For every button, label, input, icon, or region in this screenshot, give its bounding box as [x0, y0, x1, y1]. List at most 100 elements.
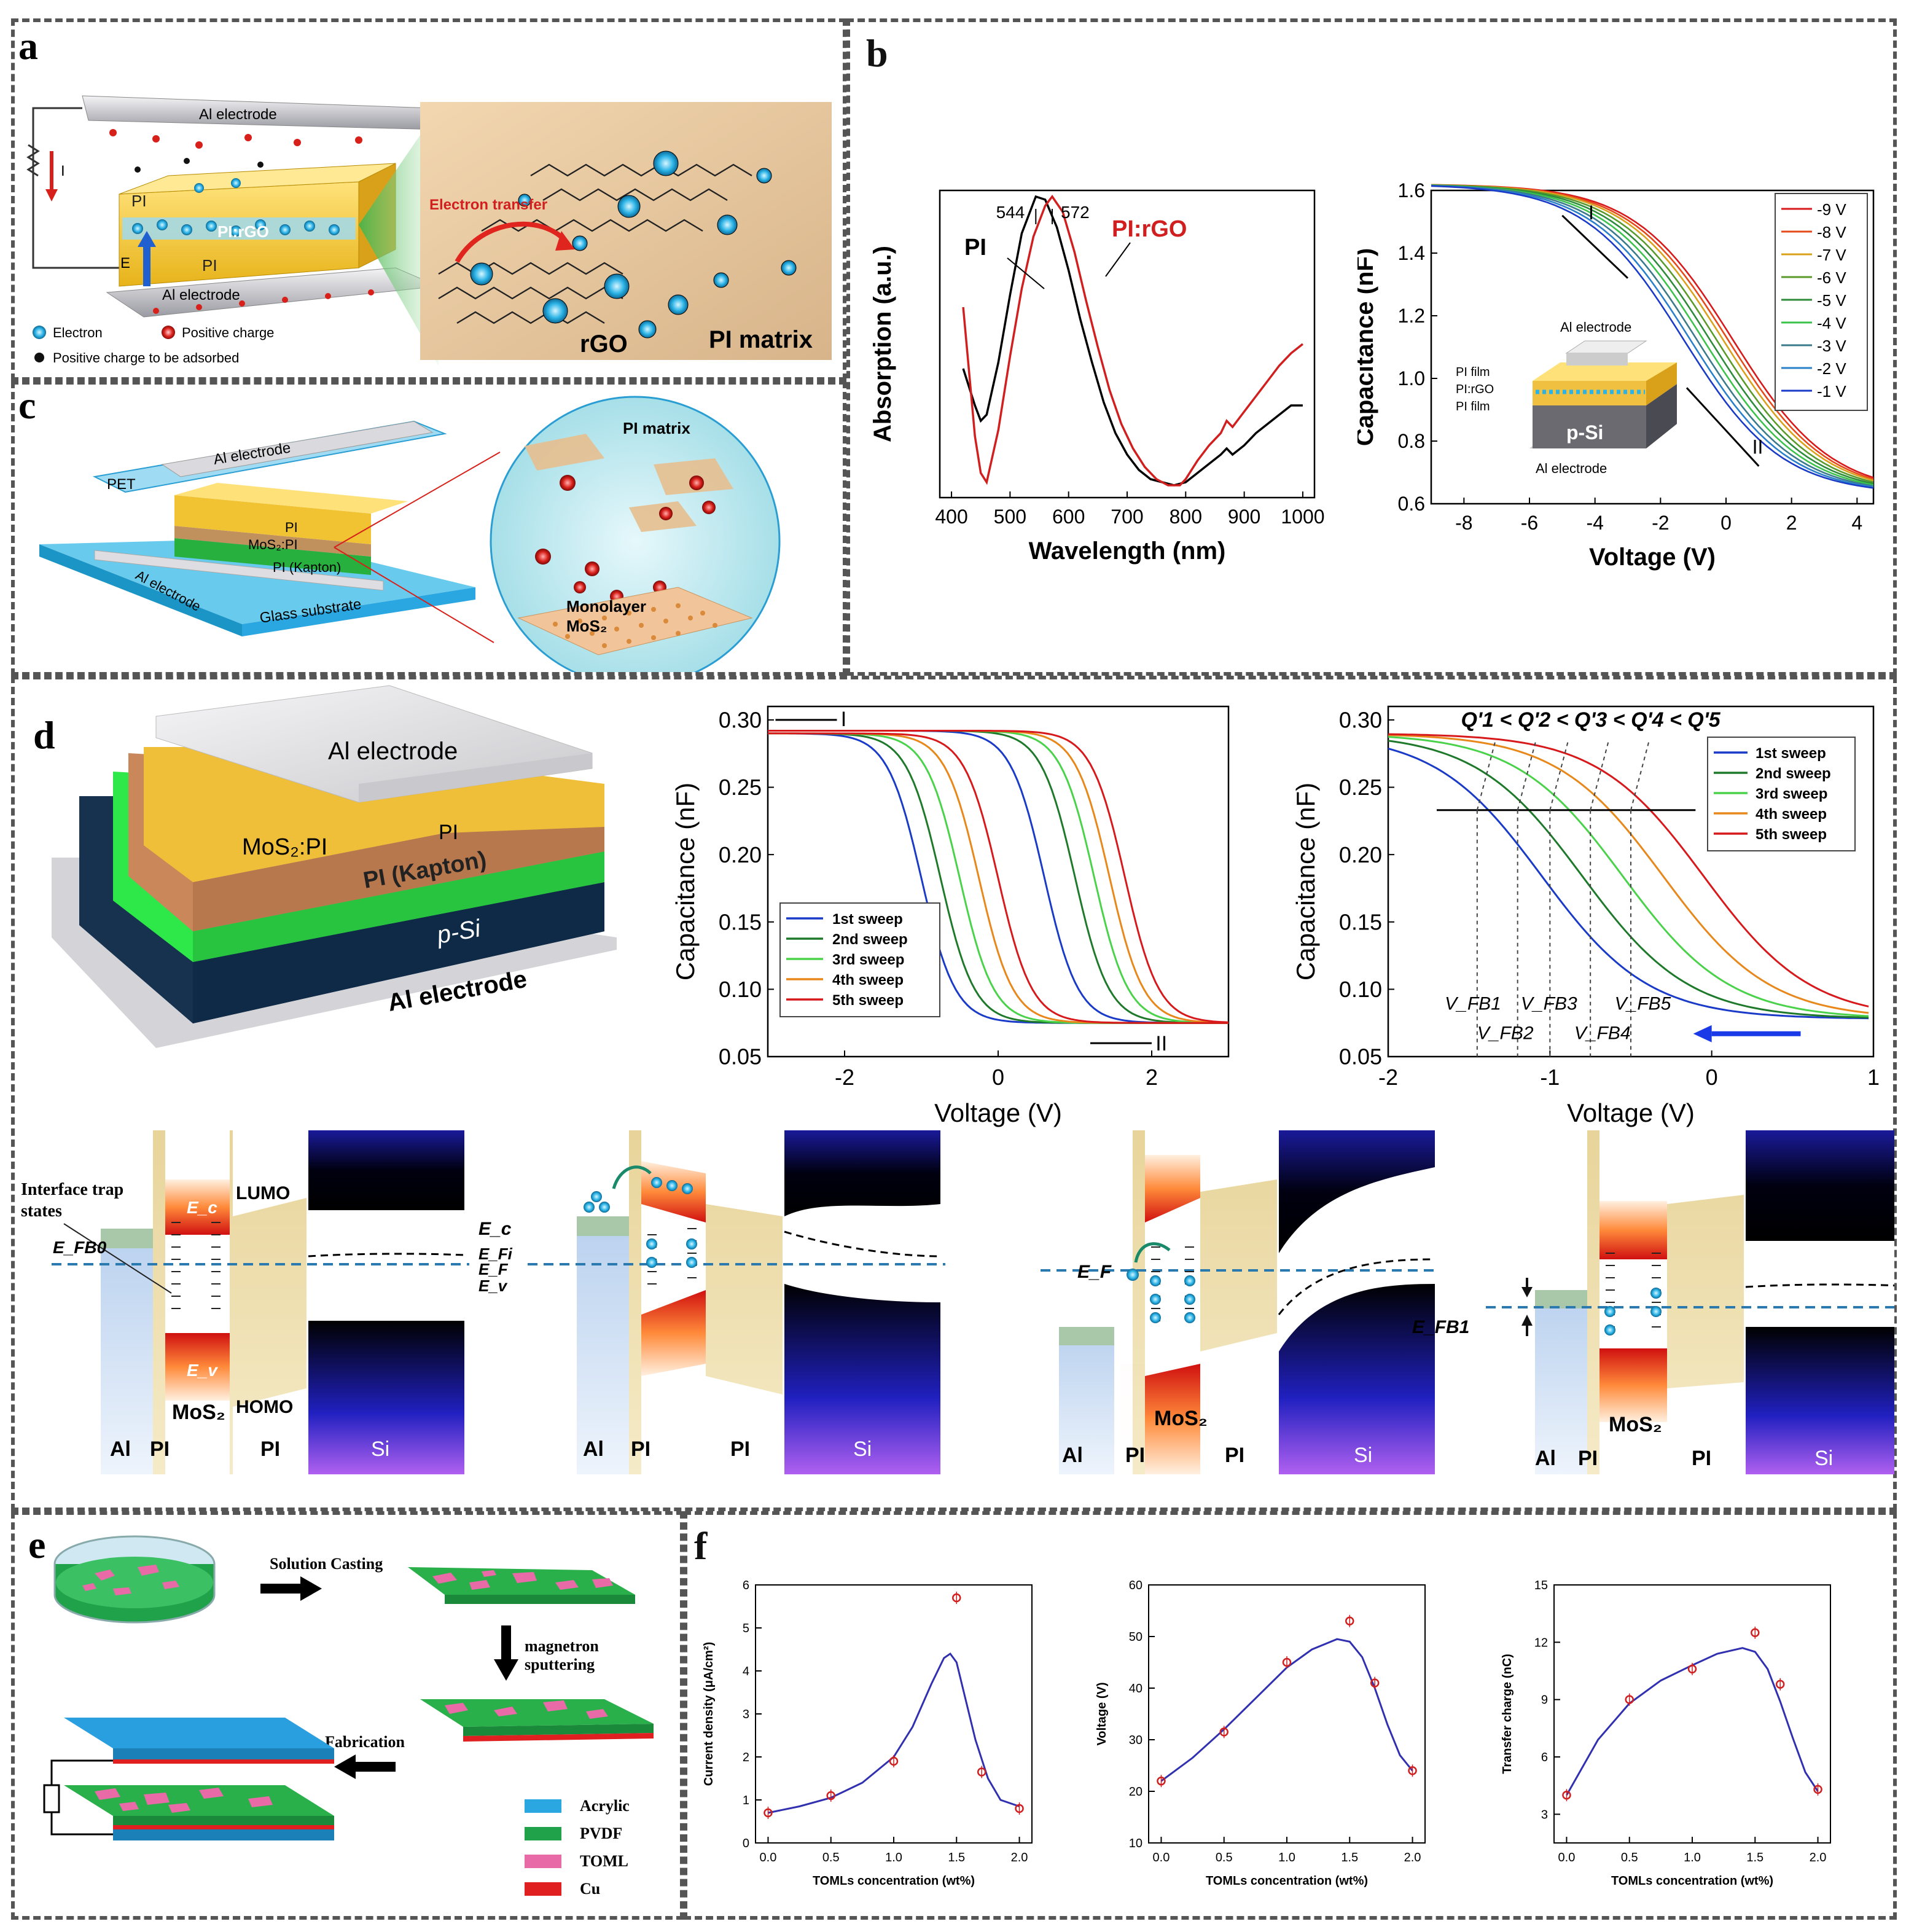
- cv-series: [1431, 184, 1874, 487]
- series-pirgo: [962, 195, 1303, 487]
- e-top-acrylic: [64, 1718, 334, 1748]
- e-top-acrylic-side: [113, 1748, 334, 1759]
- sweep-backward: [768, 732, 1228, 1024]
- x-tick-label: 1: [1867, 1065, 1880, 1090]
- a-legend-positive-icon: [162, 326, 175, 339]
- cv-legend-label: -9 V: [1817, 200, 1846, 219]
- a-pi-bottom-label: PI: [202, 256, 217, 275]
- e-legend-pvdf-swatch: [525, 1827, 561, 1840]
- plot-frame: [1430, 189, 1875, 505]
- cv-legend-label: -5 V: [1817, 291, 1846, 310]
- legend-pi: PI: [964, 235, 986, 260]
- flatband-series: [1388, 734, 1869, 1014]
- fit-curve: [768, 1652, 1020, 1814]
- flatband-series: [1388, 748, 1869, 1020]
- x-axis-label: TOMLs concentration (wt%): [1206, 1874, 1368, 1888]
- panel-b-letter: b: [866, 31, 888, 75]
- x-tick-label: 500: [994, 506, 1026, 528]
- q-guide: [1549, 740, 1569, 811]
- band1-trap-label: Interface trap: [21, 1180, 123, 1199]
- y-tick-label: 12: [1534, 1636, 1548, 1649]
- vfb-label: V_FB1: [1445, 993, 1501, 1014]
- e-legend-pvdf: PVDF: [580, 1824, 622, 1842]
- c-charges: [535, 475, 716, 603]
- data-point: [1751, 1628, 1760, 1638]
- x-tick-label: 800: [1170, 506, 1202, 528]
- y-tick-label: 0.05: [719, 1044, 762, 1070]
- plot-frame: [755, 1584, 1033, 1844]
- chart-absorption: 400 500 600 700 800 900 1000 Wavelength (nm) Abs…: [869, 189, 1325, 565]
- band4-si: Si: [1814, 1447, 1833, 1470]
- cv-legend-box: [1775, 193, 1868, 411]
- e-dish-solution: [56, 1557, 213, 1608]
- c-mos2-label: MoS₂: [566, 617, 607, 635]
- x-axis-label: Voltage (V): [934, 1098, 1062, 1127]
- a-charges-bottom: [153, 289, 374, 314]
- y-tick-label: 15: [1534, 1579, 1548, 1592]
- sweep-legend-label: 5th sweep: [832, 992, 904, 1009]
- y-tick-label: 2: [743, 1751, 749, 1764]
- e-arrow-sputter-head: [494, 1659, 518, 1681]
- band2-pi-left: PI: [631, 1437, 650, 1461]
- band-diagram-1: Interface trap states LUMO HOMO E_c E_Fi…: [21, 1130, 513, 1474]
- e-legend-cu: Cu: [580, 1880, 600, 1898]
- panel-f-letter: f: [694, 1524, 708, 1568]
- a-legend-adsorb: Positive charge to be adsorbed: [53, 350, 239, 366]
- inset-label-al-top: Al electrode: [1560, 319, 1631, 335]
- y-axis-label: Transfer charge (nC): [1501, 1654, 1514, 1774]
- c-zoom-lines: [334, 452, 501, 643]
- d-mos2pi-label: MoS₂:PI: [242, 834, 327, 860]
- charge-ordering-label: Q'1 < Q'2 < Q'3 < Q'4 < Q'5: [1461, 708, 1721, 732]
- x-tick-label: 400: [935, 506, 967, 528]
- band4-al: Al: [1535, 1447, 1556, 1470]
- y-tick-label: 6: [743, 1579, 749, 1592]
- y-tick-label: 0.20: [719, 842, 762, 867]
- e-legend-acrylic: Acrylic: [580, 1797, 630, 1815]
- band1-ev-inner: E_v: [187, 1361, 218, 1380]
- sweep-legend-label: 1st sweep: [832, 911, 903, 928]
- e-film-flakes: [432, 1570, 613, 1590]
- band4-efb1-label: E_FB1: [1412, 1317, 1469, 1337]
- flatband-legend-label: 4th sweep: [1756, 806, 1827, 823]
- a-electrons: [132, 178, 340, 237]
- panel-d-frame: [11, 676, 1897, 1511]
- data-point: [977, 1767, 986, 1777]
- y-tick-label: 0.15: [1339, 909, 1382, 934]
- panel-a-frame: [11, 18, 846, 381]
- y-tick-label: 0.25: [719, 775, 762, 800]
- flatband-series: [1388, 740, 1869, 1019]
- panel-e-schematic: e Solution Casting magnetron sputtering …: [28, 1523, 654, 1898]
- data-point: [1219, 1727, 1228, 1737]
- x-tick-label: 0: [1720, 512, 1732, 534]
- c-matrix-label: PI matrix: [623, 419, 690, 437]
- x-tick-label: -8: [1455, 512, 1472, 534]
- e-sputter-label-2: sputtering: [525, 1656, 595, 1673]
- x-tick-label: 2.0: [1404, 1851, 1421, 1864]
- data-point: [1775, 1680, 1785, 1689]
- d-top-al-label: Al electrode: [328, 738, 458, 765]
- e-casting-label: Solution Casting: [270, 1555, 383, 1573]
- y-tick-label: 0.05: [1339, 1044, 1382, 1070]
- a-zoom-electrons: [470, 151, 797, 338]
- panel-a-letter: a: [18, 24, 38, 68]
- c-pi-layer: [174, 495, 371, 544]
- y-tick-label: 0: [743, 1837, 749, 1850]
- y-tick-label: 10: [1129, 1837, 1142, 1850]
- e-fabrication-label: Fabrication: [325, 1733, 405, 1751]
- cv-legend-label: -7 V: [1817, 246, 1846, 264]
- sweep-arrow-backward: [1685, 387, 1760, 467]
- band4-pi-right: PI: [1692, 1447, 1711, 1470]
- band1-lumo-label: LUMO: [236, 1183, 290, 1203]
- y-tick-label: 4: [743, 1665, 749, 1678]
- band1-states-label: states: [21, 1202, 62, 1221]
- c-pet-label: PET: [107, 476, 136, 493]
- e-cu-layer: [463, 1733, 654, 1742]
- flatband-series: [1388, 736, 1869, 1017]
- e-legend-toml-swatch: [525, 1855, 561, 1868]
- a-transfer-label: Electron transfer: [429, 197, 547, 213]
- flatband-series: [1388, 733, 1869, 1007]
- flatband-legend-label: 1st sweep: [1756, 745, 1826, 762]
- x-tick-label: 1.0: [1684, 1851, 1701, 1864]
- e-legend-acrylic-swatch: [525, 1799, 561, 1813]
- y-axis-label: Capacitance (nF): [1357, 248, 1378, 446]
